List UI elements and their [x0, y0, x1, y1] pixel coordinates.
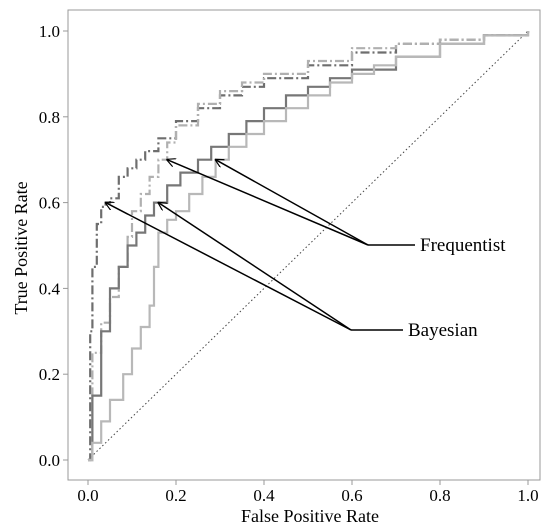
bayesian-arrow: [106, 203, 352, 331]
annotations-group: Frequentist Bayesian: [106, 160, 506, 341]
frequentist-label: Frequentist: [420, 235, 506, 256]
y-tick-label: 0.6: [39, 194, 60, 213]
series-line-4: [88, 31, 530, 462]
series-group: [88, 31, 530, 462]
diagonal-line: [87, 30, 529, 461]
x-tick-label: 1.0: [517, 486, 538, 505]
y-axis-title: True Positive Rate: [11, 181, 31, 314]
ticks-group: 0.0 0.2 0.4 0.6 0.8 1.0 0.0 0.2 0.4 0.6 0.8 1.0: [39, 22, 539, 505]
frequentist-arrow: [216, 160, 369, 246]
y-tick-label: 0.0: [39, 451, 60, 470]
y-tick-label: 0.8: [39, 108, 60, 127]
y-tick-label: 1.0: [39, 22, 60, 41]
bayesian-label: Bayesian: [408, 320, 478, 341]
x-tick-label: 0.2: [165, 486, 186, 505]
series-line-2: [88, 31, 530, 462]
y-tick-label: 0.2: [39, 365, 60, 384]
x-tick-label: 0.4: [253, 486, 275, 505]
diagonal-reference: [87, 30, 529, 461]
frequentist-arrow: [167, 160, 369, 246]
plot-frame: [67, 9, 541, 481]
y-tick-label: 0.4: [39, 279, 61, 298]
x-axis-title: False Positive Rate: [241, 506, 379, 526]
series-line-3: [88, 31, 530, 462]
x-tick-label: 0.6: [341, 486, 362, 505]
x-tick-label: 0.0: [77, 486, 98, 505]
bayesian-arrow: [158, 203, 352, 331]
series-line-1: [88, 31, 530, 462]
x-tick-label: 0.8: [429, 486, 450, 505]
